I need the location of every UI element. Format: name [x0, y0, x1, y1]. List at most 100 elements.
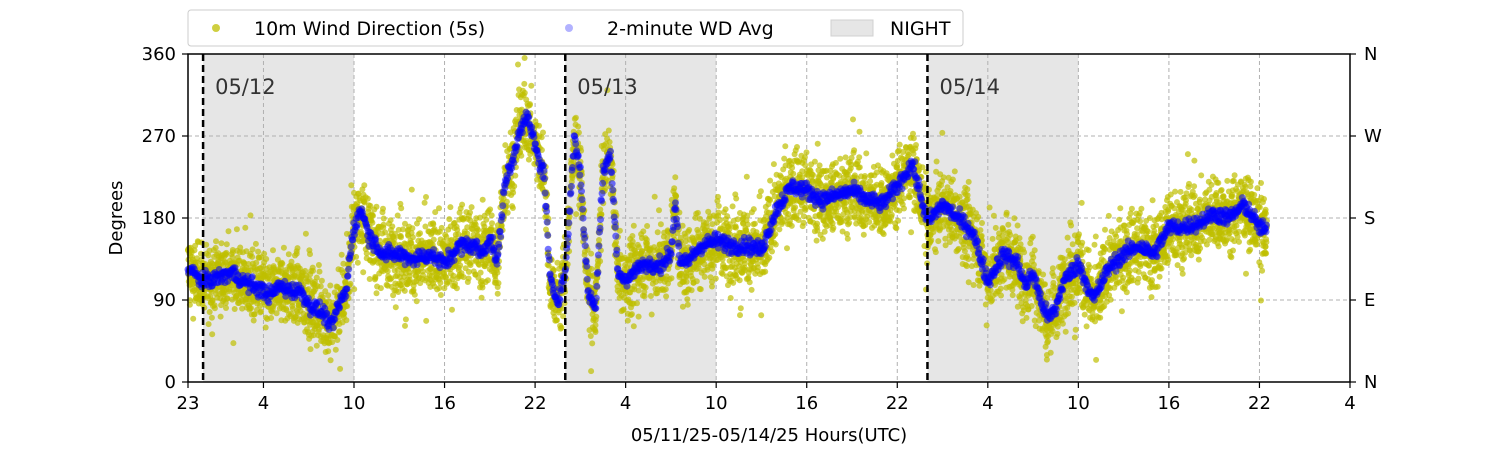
scatter-point-5s: [536, 122, 542, 129]
scatter-point-5s: [449, 306, 455, 313]
scatter-point-5s: [527, 101, 533, 108]
scatter-point-5s: [245, 261, 252, 267]
scatter-point-5s: [790, 170, 797, 177]
scatter-point-5s: [573, 211, 580, 218]
scatter-point-5s: [223, 249, 230, 256]
scatter-point-5s: [983, 322, 990, 329]
scatter-point-5s: [1078, 199, 1085, 206]
scatter-point-5s: [391, 235, 398, 242]
scatter-point-5s: [965, 256, 972, 262]
scatter-point-5s: [468, 204, 475, 211]
scatter-point-5s: [380, 215, 387, 222]
scatter-point-5s: [684, 296, 691, 303]
scatter-point-5s: [837, 155, 844, 162]
scatter-point-5s: [487, 206, 494, 213]
scatter-point-5s: [409, 234, 416, 241]
scatter-point-5s: [477, 214, 483, 221]
scatter-point-5s: [588, 250, 595, 257]
scatter-point-5s: [558, 324, 565, 331]
scatter-point-5s: [1014, 222, 1021, 229]
scatter-point-5s: [310, 332, 317, 339]
scatter-point-5s: [482, 261, 489, 268]
scatter-point-5s: [367, 202, 374, 209]
scatter-point-5s: [635, 313, 642, 320]
scatter-point-5s: [1011, 215, 1018, 222]
scatter-point-5s: [436, 285, 443, 291]
scatter-point-5s: [511, 183, 518, 190]
scatter-point-5s: [484, 277, 491, 284]
scatter-point-5s: [647, 293, 654, 299]
scatter-point-5s: [663, 293, 670, 300]
scatter-point-5s: [289, 299, 296, 306]
scatter-point-5s: [970, 282, 977, 288]
scatter-point-5s: [455, 231, 462, 238]
scatter-point-5s: [597, 258, 604, 265]
scatter-point-5s: [792, 204, 799, 211]
scatter-point-5s: [856, 154, 863, 161]
scatter-point-5s: [479, 196, 486, 203]
scatter-point-5s: [347, 280, 354, 287]
scatter-point-5s: [767, 177, 774, 184]
scatter-point-5s: [668, 275, 675, 282]
scatter-point-5s: [901, 205, 907, 212]
scatter-point-5s: [1028, 303, 1035, 309]
scatter-point-5s: [613, 239, 620, 246]
scatter-point-5s: [273, 310, 280, 317]
scatter-point-5s: [832, 159, 839, 166]
scatter-point-5s: [337, 365, 344, 372]
scatter-point-5s: [476, 261, 483, 268]
scatter-point-5s: [518, 152, 525, 159]
scatter-point-5s: [441, 285, 448, 292]
scatter-point-5s: [888, 211, 895, 218]
scatter-point-5s: [288, 310, 295, 317]
scatter-point-5s: [1085, 247, 1092, 254]
scatter-point-5s: [848, 154, 855, 161]
scatter-point-5s: [694, 209, 701, 216]
scatter-point-5s: [588, 368, 595, 375]
scatter-point-5s: [751, 220, 758, 227]
scatter-point-5s: [856, 128, 863, 135]
scatter-point-5s: [390, 292, 397, 299]
scatter-point-5s: [307, 346, 314, 353]
scatter-point-5s: [634, 300, 640, 307]
scatter-point-5s: [1065, 310, 1072, 317]
scatter-point-5s: [363, 250, 370, 257]
scatter-point-5s: [990, 212, 997, 219]
scatter-point-5s: [316, 268, 323, 275]
scatter-point-5s: [465, 275, 472, 282]
scatter-point-5s: [521, 55, 528, 61]
scatter-point-5s: [553, 317, 560, 324]
scatter-point-5s: [754, 264, 761, 271]
scatter-point-5s: [1068, 222, 1075, 229]
scatter-point-5s: [575, 129, 582, 136]
scatter-point-5s: [651, 193, 658, 200]
scatter-point-5s: [525, 156, 532, 163]
scatter-point-5s: [327, 357, 334, 364]
scatter-point-5s: [370, 212, 376, 219]
scatter-point-5s: [697, 286, 704, 293]
scatter-point-5s: [443, 233, 450, 240]
scatter-point-5s: [243, 248, 250, 255]
scatter-point-5s: [976, 282, 983, 289]
scatter-point-5s: [975, 213, 982, 220]
scatter-point-5s: [283, 269, 290, 276]
scatter-point-5s: [587, 333, 594, 339]
scatter-point-5s: [294, 245, 301, 252]
scatter-point-5s: [671, 185, 678, 192]
scatter-point-5s: [767, 197, 774, 204]
scatter-point-5s: [986, 204, 993, 211]
scatter-point-5s: [475, 227, 482, 233]
scatter-point-5s: [737, 305, 744, 312]
scatter-point-5s: [430, 236, 437, 243]
scatter-point-5s: [860, 231, 867, 238]
scatter-point-5s: [313, 274, 320, 281]
scatter-point-5s: [933, 158, 940, 165]
scatter-point-5s: [717, 217, 724, 223]
scatter-point-5s: [1031, 247, 1038, 254]
scatter-point-5s: [494, 290, 501, 297]
night-shading-layer: [203, 54, 1079, 382]
scatter-point-5s: [1042, 281, 1048, 288]
scatter-point-5s: [302, 230, 309, 237]
scatter-point-5s: [1045, 338, 1051, 345]
scatter-point-5s: [630, 323, 637, 330]
